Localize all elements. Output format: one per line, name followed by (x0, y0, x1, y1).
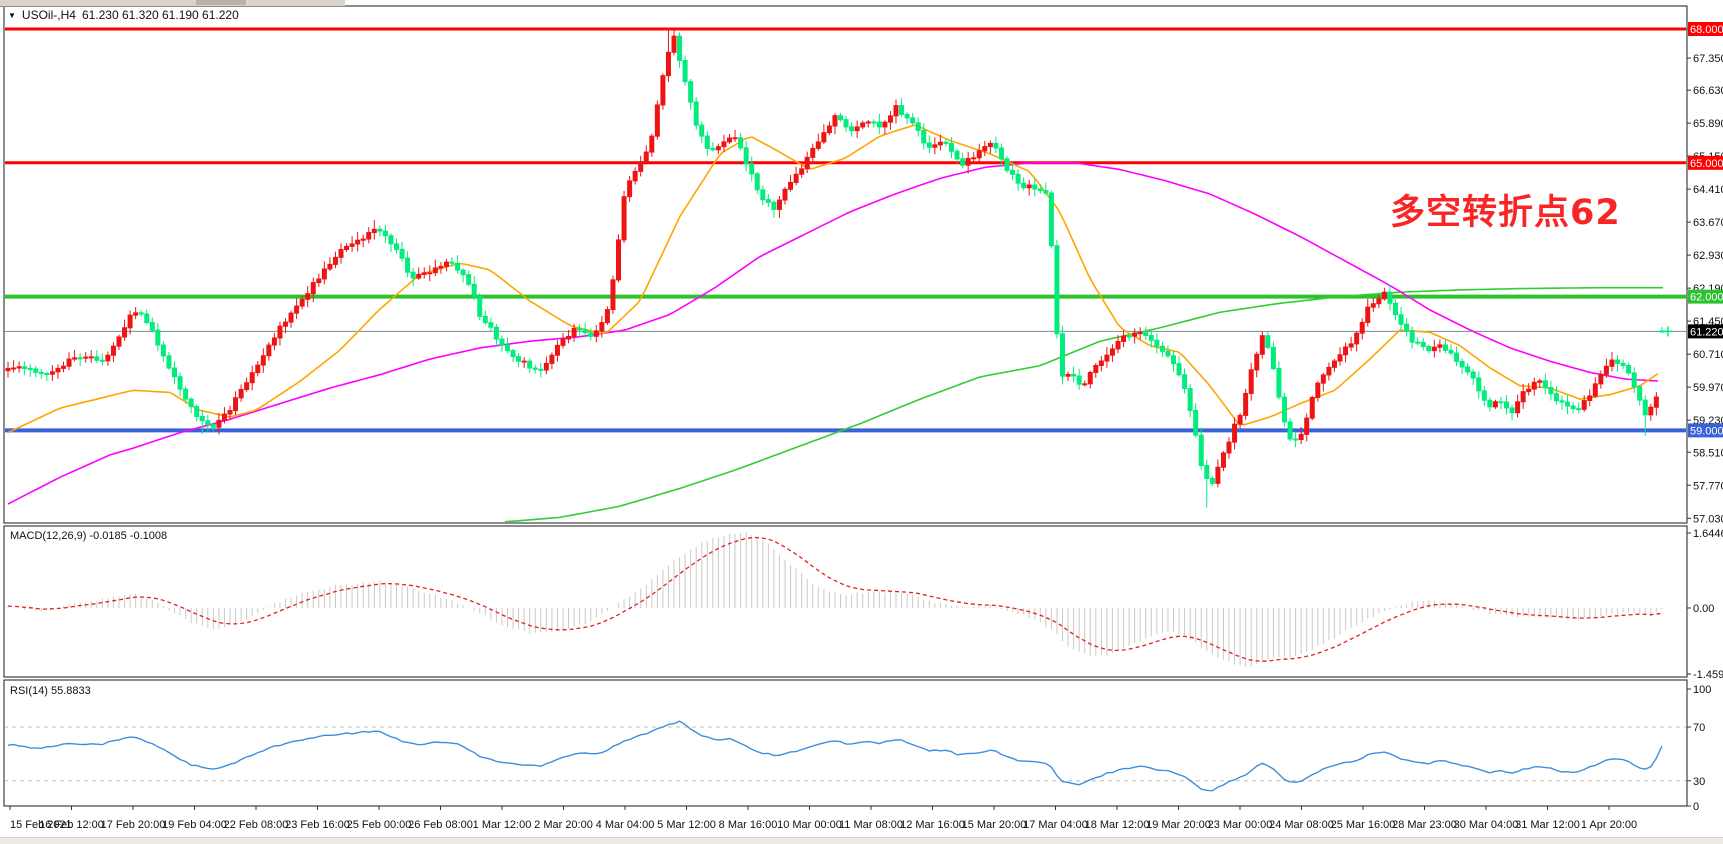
macd-indicator-label: MACD(12,26,9) -0.0185 -0.1008 (10, 530, 168, 542)
svg-text:65.890: 65.890 (1693, 118, 1723, 130)
ohlc-readout: 61.230 61.320 61.190 61.220 (81, 8, 239, 22)
svg-text:23 Feb 16:00: 23 Feb 16:00 (285, 819, 350, 831)
svg-text:10 Mar 00:00: 10 Mar 00:00 (777, 819, 842, 831)
svg-text:23 Mar 00:00: 23 Mar 00:00 (1208, 819, 1273, 831)
svg-text:30: 30 (1693, 776, 1705, 788)
svg-text:60.710: 60.710 (1693, 349, 1723, 361)
svg-text:57.770: 57.770 (1693, 480, 1723, 492)
svg-text:18 Mar 12:00: 18 Mar 12:00 (1085, 819, 1150, 831)
svg-text:4 Mar 04:00: 4 Mar 04:00 (596, 819, 655, 831)
chart-title-bar: ▼ USOil-,H4 61.230 61.320 61.190 61.220 (8, 8, 239, 22)
svg-text:15 Mar 20:00: 15 Mar 20:00 (962, 819, 1027, 831)
scrollbar-thumb[interactable] (196, 0, 246, 5)
svg-text:66.630: 66.630 (1693, 85, 1723, 97)
svg-text:59.970: 59.970 (1693, 382, 1723, 394)
svg-text:62.930: 62.930 (1693, 250, 1723, 262)
svg-text:1 Apr 20:00: 1 Apr 20:00 (1581, 819, 1637, 831)
svg-text:31 Mar 12:00: 31 Mar 12:00 (1515, 819, 1580, 831)
svg-text:19 Feb 04:00: 19 Feb 04:00 (162, 819, 227, 831)
svg-text:70: 70 (1693, 722, 1705, 734)
svg-text:26 Feb 08:00: 26 Feb 08:00 (408, 819, 473, 831)
trade-note-annotation: 多空转折点62 (1390, 193, 1621, 233)
svg-text:24 Mar 08:00: 24 Mar 08:00 (1269, 819, 1334, 831)
svg-text:59.000: 59.000 (1690, 425, 1723, 437)
svg-text:11 Mar 08:00: 11 Mar 08:00 (839, 819, 903, 831)
rsi-indicator-label: RSI(14) 55.8833 (10, 685, 91, 697)
svg-text:0: 0 (1693, 801, 1699, 813)
svg-text:57.030: 57.030 (1693, 513, 1723, 525)
svg-text:-1.4594: -1.4594 (1693, 669, 1723, 681)
svg-text:0.00: 0.00 (1693, 603, 1714, 615)
svg-text:61.220: 61.220 (1690, 326, 1723, 338)
svg-text:22 Feb 08:00: 22 Feb 08:00 (224, 819, 289, 831)
symbol-period-label: USOil-,H4 (21, 8, 76, 22)
svg-text:17 Mar 04:00: 17 Mar 04:00 (1023, 819, 1088, 831)
svg-text:8 Mar 16:00: 8 Mar 16:00 (719, 819, 778, 831)
svg-text:30 Mar 04:00: 30 Mar 04:00 (1454, 819, 1519, 831)
svg-text:19 Mar 20:00: 19 Mar 20:00 (1146, 819, 1211, 831)
status-strip (0, 837, 1723, 844)
svg-text:63.670: 63.670 (1693, 217, 1723, 229)
svg-text:1.6446: 1.6446 (1693, 528, 1723, 540)
svg-text:25 Mar 16:00: 25 Mar 16:00 (1331, 819, 1396, 831)
svg-text:15 Feb 2021: 15 Feb 2021 (10, 819, 72, 831)
svg-text:100: 100 (1693, 684, 1711, 696)
svg-text:64.410: 64.410 (1693, 184, 1723, 196)
window-chrome-fragment (0, 0, 345, 7)
svg-text:67.350: 67.350 (1693, 53, 1723, 65)
svg-text:68.000: 68.000 (1690, 24, 1723, 36)
svg-text:5 Mar 12:00: 5 Mar 12:00 (657, 819, 716, 831)
svg-text:17 Feb 20:00: 17 Feb 20:00 (101, 819, 166, 831)
svg-text:1 Mar 12:00: 1 Mar 12:00 (473, 819, 532, 831)
svg-text:58.510: 58.510 (1693, 447, 1723, 459)
chevron-down-icon[interactable]: ▼ (8, 10, 16, 20)
svg-text:28 Mar 23:00: 28 Mar 23:00 (1392, 819, 1457, 831)
svg-text:12 Mar 16:00: 12 Mar 16:00 (900, 819, 965, 831)
svg-text:65.000: 65.000 (1690, 158, 1723, 170)
svg-text:2 Mar 20:00: 2 Mar 20:00 (534, 819, 593, 831)
svg-text:16 Feb 12:00: 16 Feb 12:00 (39, 819, 104, 831)
svg-text:25 Feb 00:00: 25 Feb 00:00 (347, 819, 412, 831)
svg-text:62.000: 62.000 (1690, 292, 1723, 304)
